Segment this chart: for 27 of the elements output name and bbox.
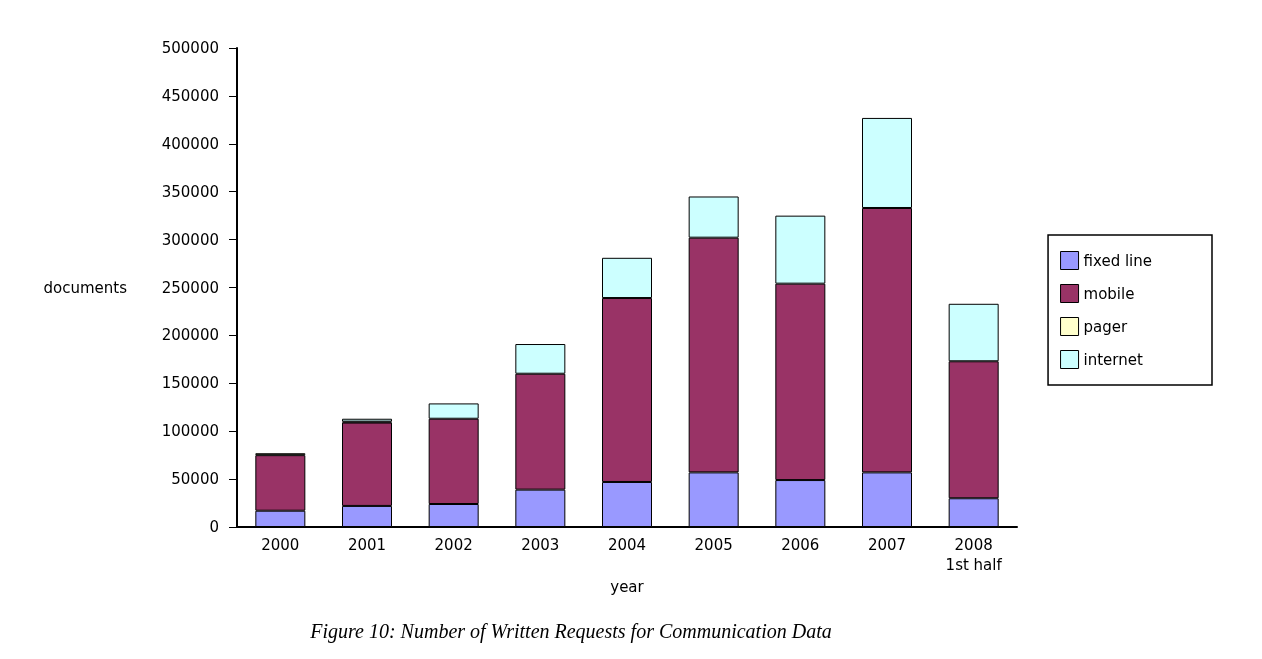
x-tick-label: 2003: [521, 536, 560, 554]
x-tick-label: 2007: [867, 536, 907, 554]
y-tick-label: 500000: [161, 39, 219, 57]
caption: Figure 10: Number of Written Requests for Communication Data: [309, 620, 833, 643]
legend-label: mobile: [1083, 284, 1135, 303]
y-tick-label: 0: [209, 518, 219, 536]
y-tick-label: 300000: [161, 230, 219, 249]
x-tick-label: 2005: [694, 536, 733, 554]
y-tick-label: 200000: [161, 326, 219, 345]
y-axis-title: documents: [43, 278, 128, 297]
y-tick-label: 150000: [161, 374, 219, 393]
y-tick-label: 100000: [161, 422, 219, 441]
legend-label: internet: [1083, 350, 1143, 369]
y-tick-label: 250000: [161, 278, 219, 297]
y-tick-label: 350000: [161, 182, 219, 201]
x-tick-label: 2001: [347, 536, 387, 554]
x-axis-title: year: [610, 578, 645, 597]
x-tick-label: 2002: [434, 536, 473, 554]
legend-label: pager: [1083, 317, 1129, 336]
x-tick-label: 2004: [607, 536, 647, 554]
x-tick-label: 2008 1st half: [945, 536, 1003, 574]
legend-label: fixed line: [1083, 251, 1152, 270]
x-tick-label: 2006: [781, 536, 820, 554]
y-tick-label: 450000: [161, 86, 219, 105]
y-tick-label: 400000: [161, 134, 219, 153]
x-tick-label: 2000: [261, 536, 300, 554]
y-tick-label: 50000: [171, 470, 219, 489]
